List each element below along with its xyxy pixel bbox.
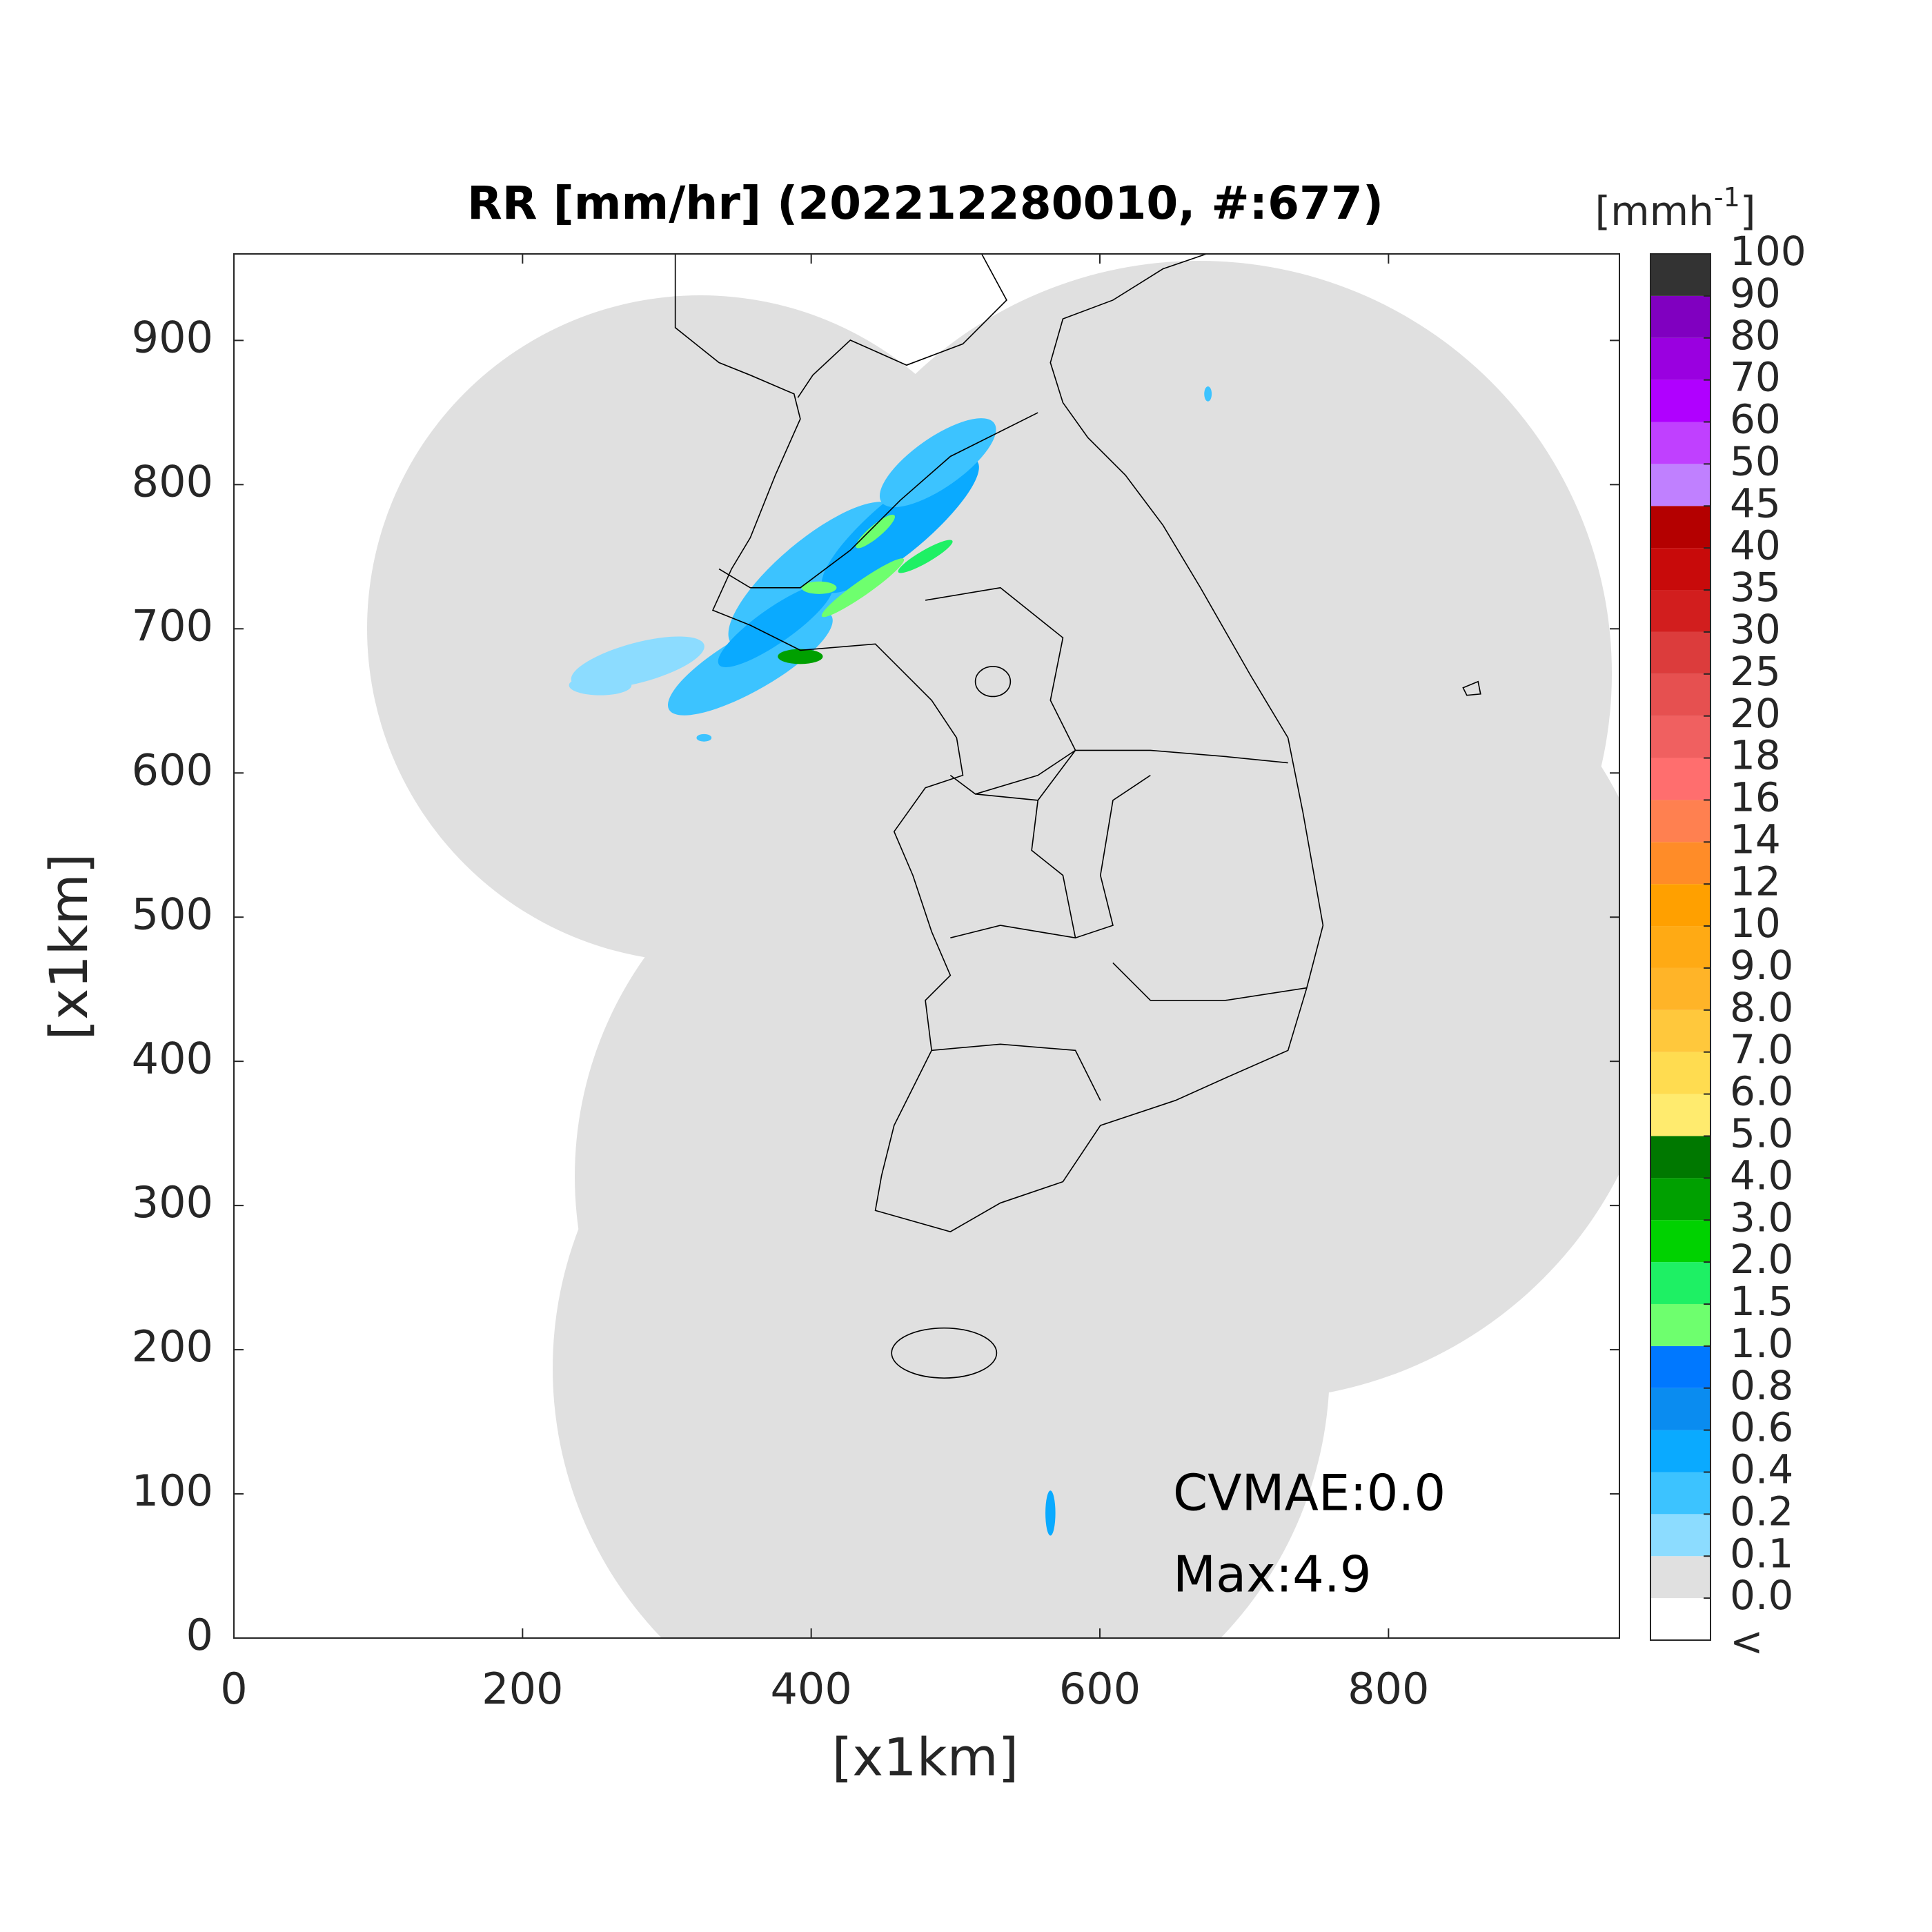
colorbar-tick-label: 60 bbox=[1730, 396, 1781, 443]
colorbar-segment bbox=[1650, 1009, 1711, 1052]
colorbar-segment bbox=[1650, 631, 1711, 674]
colorbar-segment bbox=[1650, 1514, 1711, 1557]
colorbar-tick-label: 14 bbox=[1730, 816, 1781, 862]
colorbar-tick-label: 45 bbox=[1730, 480, 1781, 526]
colorbar-tick-label: 18 bbox=[1730, 732, 1781, 779]
colorbar-tick-label: 0.1 bbox=[1730, 1530, 1793, 1577]
colorbar-tick-label: 2.0 bbox=[1730, 1236, 1793, 1283]
annotation: CVMAE:0.0 bbox=[1173, 1464, 1446, 1522]
colorbar-tick-label: 3.0 bbox=[1730, 1194, 1793, 1241]
colorbar-tick-label: 1.5 bbox=[1730, 1278, 1793, 1325]
colorbar-tick-label: 80 bbox=[1730, 312, 1781, 359]
unit-exponent: -1 bbox=[1714, 182, 1740, 213]
colorbar-segment bbox=[1650, 967, 1711, 1010]
y-tick-label: 600 bbox=[132, 745, 213, 795]
colorbar-segment bbox=[1650, 422, 1711, 464]
colorbar-tick-label: 12 bbox=[1730, 858, 1781, 905]
colorbar-segment bbox=[1650, 800, 1711, 842]
colorbar-tick-label: 25 bbox=[1730, 648, 1781, 695]
colorbar-tick-label: 100 bbox=[1730, 228, 1806, 275]
y-tick-label: 500 bbox=[132, 889, 213, 939]
colorbar-tick-label: 50 bbox=[1730, 438, 1781, 485]
colorbar-segment bbox=[1650, 673, 1711, 716]
colorbar-tick-label: 0.2 bbox=[1730, 1488, 1793, 1535]
x-tick-label: 200 bbox=[482, 1664, 563, 1714]
annotation: Max:4.9 bbox=[1173, 1546, 1372, 1604]
colorbar-tick-label: 8.0 bbox=[1730, 984, 1793, 1031]
colorbar-segment bbox=[1650, 1430, 1711, 1472]
colorbar-tick-label: 16 bbox=[1730, 774, 1781, 821]
x-tick-label: 0 bbox=[220, 1664, 247, 1714]
colorbar-tick-label: 5.0 bbox=[1730, 1110, 1793, 1157]
colorbar-tick-label: 0.8 bbox=[1730, 1362, 1793, 1409]
colorbar-segment bbox=[1650, 1052, 1711, 1094]
x-tick-label: 400 bbox=[770, 1664, 851, 1714]
colorbar-segment bbox=[1650, 254, 1711, 296]
colorbar-segment bbox=[1650, 1472, 1711, 1515]
radar-coverage bbox=[367, 261, 1619, 1638]
colorbar-segment bbox=[1650, 548, 1711, 591]
colorbar-segment bbox=[1650, 590, 1711, 632]
colorbar-tick-label: 0.0 bbox=[1730, 1572, 1793, 1619]
colorbar-segment bbox=[1650, 842, 1711, 885]
y-tick-label: 900 bbox=[132, 312, 213, 362]
x-tick-label: 800 bbox=[1348, 1664, 1429, 1714]
colorbar-segment bbox=[1650, 1556, 1711, 1599]
colorbar-tick-label: 20 bbox=[1730, 690, 1781, 737]
colorbar-segment bbox=[1650, 1220, 1711, 1263]
colorbar-tick-label: 10 bbox=[1730, 900, 1781, 947]
colorbar-segment bbox=[1650, 1388, 1711, 1430]
colorbar-tick-label: 6.0 bbox=[1730, 1068, 1793, 1115]
colorbar-segment bbox=[1650, 1094, 1711, 1136]
x-axis-label: [x1km] bbox=[832, 1726, 1019, 1788]
colorbar-segment bbox=[1650, 337, 1711, 380]
rain-echoes bbox=[569, 386, 1212, 1536]
colorbar-tick-label: 90 bbox=[1730, 270, 1781, 317]
chart-title: RR [mm/hr] (202212280010, #:677) bbox=[467, 177, 1383, 230]
y-axis-label: [x1km] bbox=[38, 854, 99, 1041]
colorbar-segment bbox=[1650, 379, 1711, 422]
colorbar-segment bbox=[1650, 464, 1711, 506]
colorbar-tick-label: 9.0 bbox=[1730, 942, 1793, 989]
colorbar-segment bbox=[1650, 884, 1711, 927]
colorbar-segment bbox=[1650, 758, 1711, 800]
colorbar-tick-label: 4.0 bbox=[1730, 1152, 1793, 1199]
colorbar-segment bbox=[1650, 1178, 1711, 1221]
colorbar-tick-label: 35 bbox=[1730, 564, 1781, 611]
y-tick-label: 200 bbox=[132, 1321, 213, 1372]
map-layer bbox=[367, 254, 1619, 1638]
unit-end: ] bbox=[1740, 188, 1756, 235]
colorbar-tick-label: 0.4 bbox=[1730, 1446, 1793, 1493]
colorbar-tick-label: 40 bbox=[1730, 522, 1781, 569]
y-tick-label: 100 bbox=[132, 1466, 213, 1516]
map-shapes bbox=[569, 254, 1481, 1536]
colorbar-segment bbox=[1650, 1262, 1711, 1304]
colorbar-segment bbox=[1650, 1303, 1711, 1346]
colorbar-tick-label: 30 bbox=[1730, 606, 1781, 653]
x-tick-label: 600 bbox=[1059, 1664, 1141, 1714]
y-tick-label: 800 bbox=[132, 456, 213, 506]
y-tick-label: 0 bbox=[186, 1610, 213, 1660]
colorbar-tick-label: 70 bbox=[1730, 354, 1781, 401]
colorbar-tick-label: 7.0 bbox=[1730, 1026, 1793, 1073]
colorbar-segment bbox=[1650, 716, 1711, 758]
colorbar-tick-label: 1.0 bbox=[1730, 1320, 1793, 1367]
y-tick-label: 700 bbox=[132, 600, 213, 651]
plot-frame bbox=[233, 253, 1620, 1639]
colorbar-segment bbox=[1650, 1346, 1711, 1388]
colorbar-under-label: < bbox=[1730, 1618, 1764, 1665]
y-tick-label: 300 bbox=[132, 1177, 213, 1228]
colorbar-unit: [mmh-1] bbox=[1595, 182, 1756, 235]
colorbar-tick-label: 0.6 bbox=[1730, 1404, 1793, 1451]
colorbar-segment bbox=[1650, 295, 1711, 338]
colorbar-frame bbox=[1650, 253, 1711, 1641]
colorbar-segment bbox=[1650, 926, 1711, 968]
unit-base: [mmh bbox=[1595, 188, 1714, 235]
colorbar-segment bbox=[1650, 506, 1711, 549]
y-tick-label: 400 bbox=[132, 1033, 213, 1083]
colorbar-segment bbox=[1650, 1136, 1711, 1179]
colorbar-segment bbox=[1650, 1598, 1711, 1640]
coastlines bbox=[674, 254, 1481, 1379]
